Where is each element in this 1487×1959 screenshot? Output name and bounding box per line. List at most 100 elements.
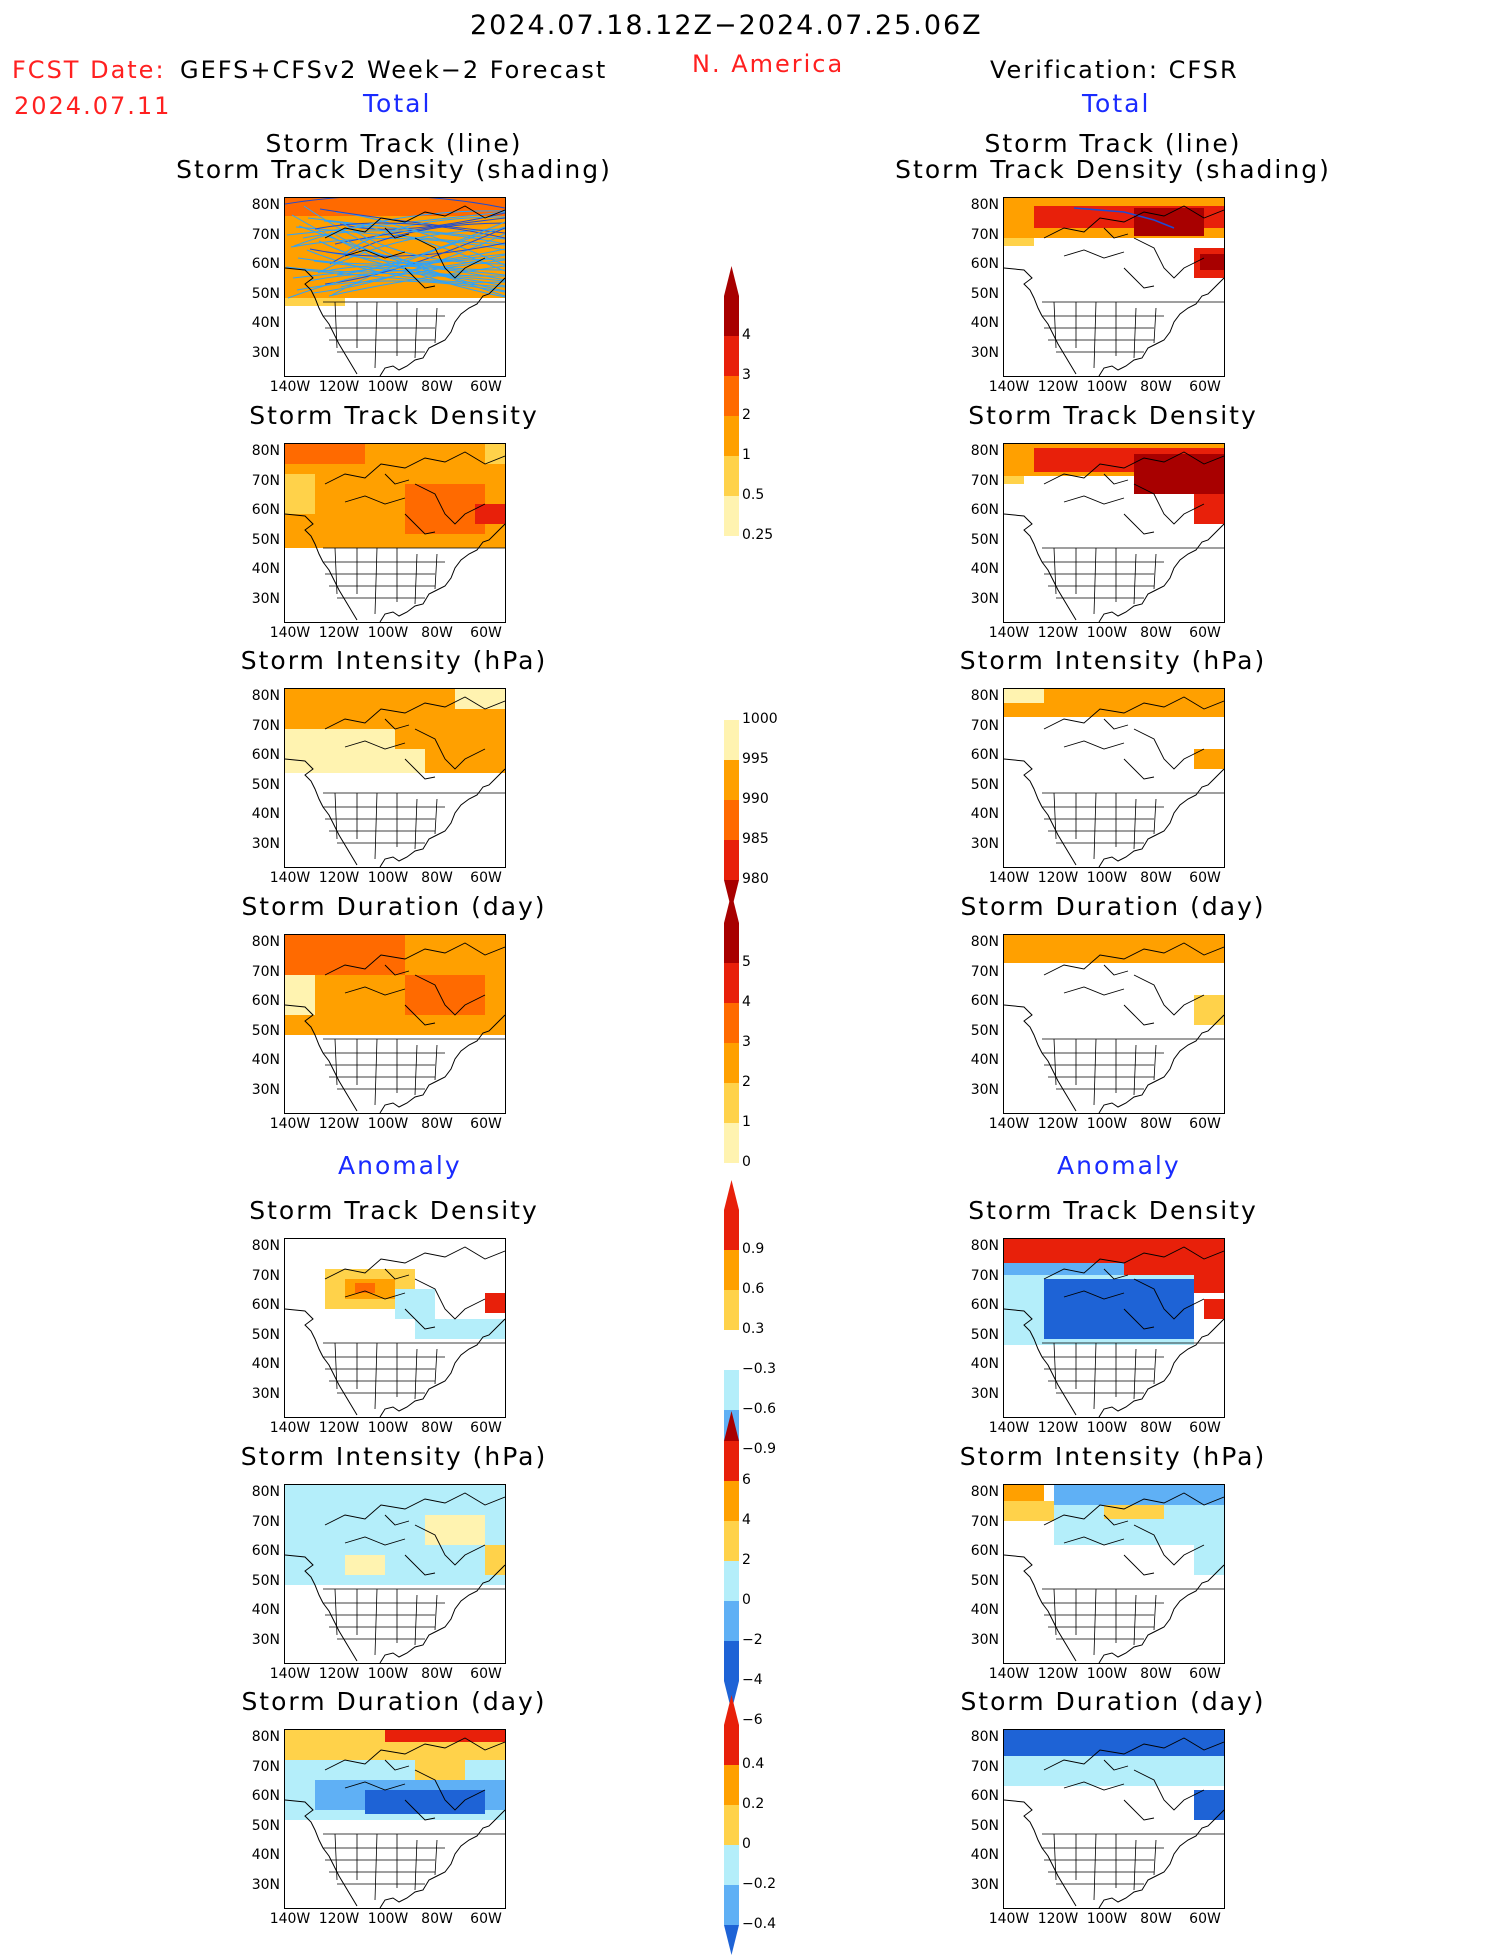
lon-tick-label: 100W <box>1086 379 1128 395</box>
storm-track-line <box>1073 207 1175 229</box>
lat-tick-label: 30N <box>251 1876 280 1893</box>
map-panel-int-R <box>1003 688 1225 868</box>
colorbar-swatch <box>724 1083 739 1123</box>
colorbar-swatch <box>724 720 739 760</box>
lat-tick-label: 30N <box>251 835 280 852</box>
colorbar-arrow-bottom <box>724 1925 739 1955</box>
lon-tick-label: 100W <box>1086 1116 1128 1132</box>
colorbar-tick-label: −2 <box>742 1632 763 1648</box>
map-panel-dens-R <box>1003 443 1225 623</box>
map-panel-aint-L <box>284 1484 506 1664</box>
lat-tick-label: 50N <box>970 776 999 793</box>
lon-tick-label: 80W <box>1140 379 1172 395</box>
colorbar-swatch <box>724 1561 739 1601</box>
panel-title: Storm Track (line) <box>984 129 1242 158</box>
colorbar-swatch <box>724 1765 739 1805</box>
panel-title: Storm Intensity (hPa) <box>959 1442 1267 1471</box>
lat-tick-label: 70N <box>251 963 280 980</box>
shading-cell <box>1194 1545 1224 1575</box>
lat-tick-label: 80N <box>970 688 999 704</box>
lon-tick-label: 60W <box>1189 1666 1221 1682</box>
panel-title: Storm Track Density <box>249 401 539 430</box>
colorbar-swatch <box>724 963 739 1003</box>
colorbar-arrow-top <box>724 1695 739 1725</box>
state-borders <box>323 1038 505 1106</box>
lat-tick-label: 50N <box>251 776 280 793</box>
lon-tick-label: 80W <box>1140 1116 1172 1132</box>
lon-tick-label: 100W <box>367 1420 409 1436</box>
lat-tick-label: 80N <box>251 1238 280 1254</box>
shading-cell <box>485 444 505 464</box>
coastline <box>1004 513 1224 622</box>
lon-tick-label: 100W <box>367 1116 409 1132</box>
shading-cell <box>365 1790 485 1814</box>
lat-tick-label: 80N <box>251 1729 280 1745</box>
lat-tick-label: 50N <box>970 1022 999 1039</box>
colorbar-swatch <box>724 1123 739 1163</box>
shading-cell <box>1004 1756 1224 1786</box>
shading-cell <box>475 504 505 524</box>
lat-tick-label: 70N <box>970 226 999 243</box>
colorbar-swatch <box>724 840 739 880</box>
state-borders <box>323 792 505 860</box>
lat-tick-label: 80N <box>251 443 280 459</box>
lat-tick-label: 80N <box>251 1484 280 1500</box>
shading-cell <box>1044 1279 1194 1339</box>
colorbar-tick-label: 1 <box>742 1114 751 1130</box>
lat-tick-label: 50N <box>251 531 280 548</box>
shading-cell <box>355 1283 375 1293</box>
lon-tick-label: 140W <box>988 625 1030 641</box>
lat-tick-label: 40N <box>970 806 999 822</box>
panel-title: Storm Intensity (hPa) <box>959 646 1267 675</box>
lon-tick-label: 140W <box>269 870 311 886</box>
lat-tick-label: 40N <box>251 1356 280 1372</box>
colorbar-swatch <box>724 336 739 376</box>
lat-tick-label: 40N <box>251 1847 280 1863</box>
colorbar-tick-label: 0.5 <box>742 487 765 503</box>
state-borders <box>323 1588 505 1656</box>
section-total-right: Total <box>1082 89 1151 118</box>
map-panel-dur-L <box>284 934 506 1114</box>
colorbar-swatch <box>724 1481 739 1521</box>
storm-track-line <box>285 254 505 273</box>
colorbar-tick-label: 3 <box>742 1034 751 1050</box>
shading-cell <box>1054 1485 1224 1505</box>
arctic-islands <box>1043 942 1224 1026</box>
lat-tick-label: 50N <box>970 1326 999 1343</box>
arctic-islands <box>324 1737 505 1821</box>
section-total-left: Total <box>363 89 432 118</box>
panel-title: Storm Track Density (shading) <box>895 155 1331 184</box>
lon-tick-label: 80W <box>1140 625 1172 641</box>
lat-tick-label: 70N <box>970 1513 999 1530</box>
lon-tick-label: 100W <box>1086 1420 1128 1436</box>
lat-tick-label: 60N <box>970 1543 999 1559</box>
colorbar-tick-label: 0 <box>742 1592 751 1608</box>
state-borders <box>1042 792 1224 860</box>
storm-track-line <box>303 205 505 292</box>
lon-tick-label: 120W <box>318 379 360 395</box>
arctic-islands <box>324 1246 505 1330</box>
lon-tick-label: 140W <box>988 1666 1030 1682</box>
colorbar-tick-label: 5 <box>742 954 751 970</box>
shading-cell <box>1004 1730 1224 1756</box>
coastline <box>1004 758 1224 867</box>
lon-tick-label: 60W <box>470 625 502 641</box>
storm-track-line <box>293 210 505 247</box>
lat-tick-label: 50N <box>970 1817 999 1834</box>
colorbar-tick-label: 2 <box>742 407 751 423</box>
colorbar-swatch <box>724 1521 739 1561</box>
storm-track-line <box>336 221 505 276</box>
lat-tick-label: 70N <box>251 1513 280 1530</box>
colorbar-swatch <box>724 1330 739 1370</box>
lon-tick-label: 60W <box>470 1666 502 1682</box>
lon-tick-label: 140W <box>988 870 1030 886</box>
lat-tick-label: 50N <box>251 1326 280 1343</box>
lon-tick-label: 140W <box>269 1666 311 1682</box>
coastline <box>1004 1004 1224 1113</box>
lat-tick-label: 60N <box>251 747 280 763</box>
arctic-islands <box>324 1492 505 1576</box>
colorbar-swatch <box>724 416 739 456</box>
colorbar-swatch <box>724 1043 739 1083</box>
panel-title: Storm Intensity (hPa) <box>240 1442 548 1471</box>
storm-track-line <box>320 265 505 281</box>
